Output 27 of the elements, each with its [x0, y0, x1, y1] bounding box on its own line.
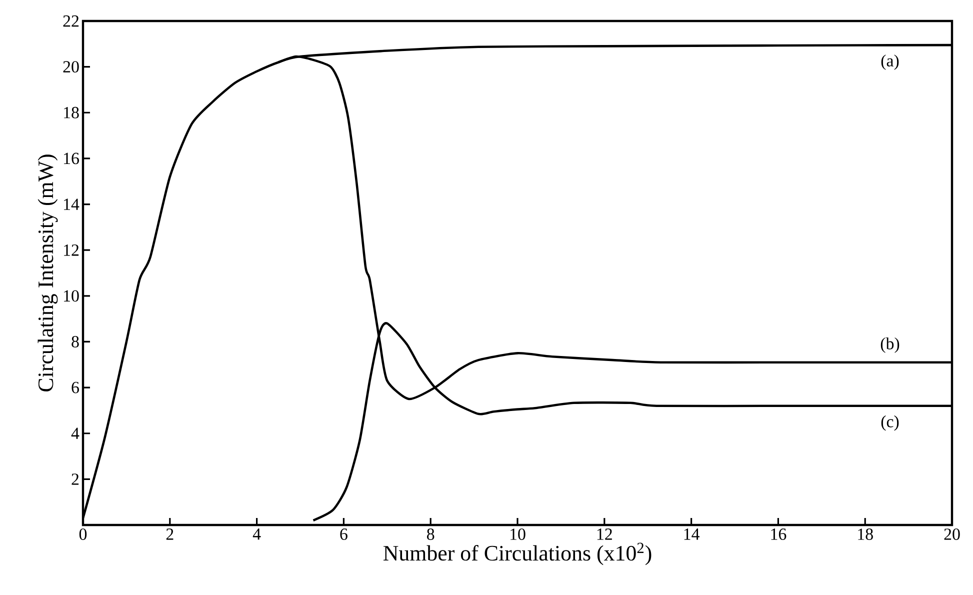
y-tick-label: 6: [72, 382, 79, 394]
y-tick-label: 4: [71, 428, 80, 439]
series-label: (b): [880, 337, 900, 353]
x-axis-title: Number of Circulations (x10$^{2}$): [383, 542, 652, 566]
y-tick-label: 18: [64, 106, 79, 118]
x-tick-label: 4: [252, 528, 261, 540]
y-tick-label: 10: [64, 290, 79, 302]
x-tick-label: 0: [79, 528, 87, 540]
y-tick-label: 20: [63, 61, 79, 73]
y-tick-label: 16: [64, 152, 79, 164]
y-tick-label: 22: [63, 15, 79, 27]
x-tick-label: 8: [427, 528, 434, 540]
y-axis-title: Circulating Intensity (mW): [38, 154, 58, 392]
y-tick-label: 12: [64, 244, 79, 256]
x-tick-label: 18: [858, 528, 873, 540]
y-tick-label: 8: [72, 336, 79, 348]
x-tick-label: 14: [684, 528, 700, 540]
y-tick-label: 14: [64, 198, 80, 210]
x-tick-label: 12: [597, 528, 612, 540]
x-tick-label: 10: [510, 528, 526, 540]
x-tick-label: 6: [340, 528, 348, 540]
series-label: (c): [881, 415, 899, 431]
y-tick-label: 2: [72, 474, 79, 485]
x-tick-label: 2: [166, 528, 174, 540]
x-tick-label: 20: [944, 528, 960, 540]
x-tick-label: 16: [771, 528, 786, 540]
series-label: (a): [881, 54, 899, 70]
